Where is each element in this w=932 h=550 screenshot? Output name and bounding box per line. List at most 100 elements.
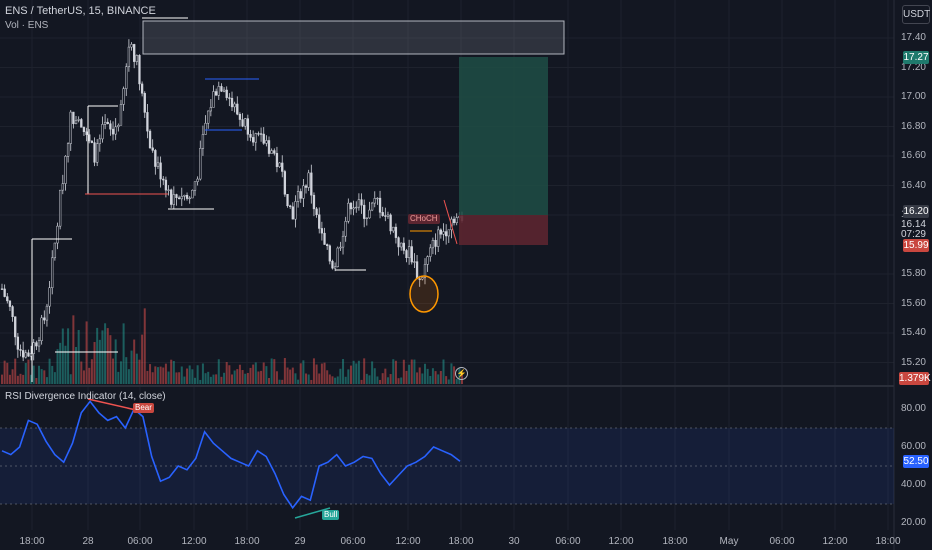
- candle-body: [222, 89, 226, 92]
- volume-bar: [16, 375, 19, 384]
- candle-body: [384, 215, 387, 217]
- time-tick: 30: [508, 536, 520, 547]
- volume-bar: [191, 369, 194, 384]
- volume-bar: [352, 360, 355, 384]
- price-tick: 15.20: [900, 356, 926, 368]
- time-tick: 06:00: [127, 536, 153, 547]
- current-price-tag: 16.20: [903, 205, 929, 218]
- volume-bar: [431, 368, 434, 384]
- candle-body: [312, 194, 316, 210]
- candle-body: [101, 124, 104, 140]
- candle-body: [296, 191, 300, 202]
- candle-body: [225, 89, 228, 98]
- volume-bar: [82, 370, 85, 384]
- currency-button[interactable]: USDT: [902, 5, 930, 24]
- candle-body: [0, 288, 4, 290]
- volume-bar: [405, 370, 408, 384]
- candle-body: [302, 185, 305, 199]
- volume-bar: [149, 364, 152, 384]
- candle-body: [426, 256, 429, 265]
- volume-bar: [381, 373, 384, 384]
- candle-body: [74, 120, 78, 124]
- price-tick: 15.80: [900, 268, 926, 279]
- time-tick: 12:00: [395, 536, 421, 547]
- candle-body: [355, 206, 358, 209]
- volume-bar: [413, 359, 416, 384]
- volume-label[interactable]: Vol · ENS: [5, 20, 49, 31]
- candle-body: [241, 119, 244, 127]
- volume-bar: [225, 362, 228, 384]
- candle-body: [148, 130, 152, 149]
- time-tick: 18:00: [875, 536, 901, 547]
- candle-body: [77, 119, 80, 121]
- candle-body: [275, 153, 279, 167]
- candle-body: [283, 171, 287, 195]
- candle-body: [167, 189, 170, 191]
- volume-bar: [246, 372, 249, 384]
- volume-bar: [64, 345, 67, 384]
- lightning-icon[interactable]: ⚡: [455, 367, 468, 380]
- volume-bar: [379, 379, 382, 384]
- candle-body: [196, 178, 199, 182]
- bear-label: Bear: [133, 403, 154, 413]
- candle-body: [24, 352, 27, 358]
- candle-body: [310, 172, 313, 196]
- candle-body: [3, 288, 6, 297]
- price-tick: 16.40: [900, 179, 926, 191]
- candle-body: [93, 142, 96, 163]
- candle-body: [400, 242, 403, 248]
- candle-body: [259, 133, 263, 135]
- volume-bar: [439, 370, 442, 384]
- volume-bar: [244, 373, 247, 384]
- volume-bar: [334, 377, 337, 384]
- volume-bar: [297, 379, 300, 384]
- supply-zone[interactable]: [142, 20, 565, 55]
- candle-body: [291, 206, 294, 220]
- candle-body: [434, 240, 437, 247]
- candle-body: [212, 91, 215, 108]
- candle-body: [214, 91, 218, 96]
- target-zone[interactable]: [459, 57, 548, 215]
- candle-body: [423, 264, 427, 278]
- volume-bar: [61, 328, 64, 384]
- candle-body: [381, 212, 384, 216]
- candle-body: [85, 131, 88, 135]
- volume-bar: [410, 359, 413, 384]
- volume-bar: [249, 367, 252, 384]
- symbol-title[interactable]: ENS / TetherUS, 15, BINANCE: [5, 5, 156, 17]
- candle-body: [209, 107, 213, 112]
- volume-bar: [233, 370, 236, 384]
- time-tick: 06:00: [555, 536, 581, 547]
- volume-bar: [257, 371, 260, 384]
- volume-bar: [133, 339, 136, 384]
- volume-bar: [320, 363, 323, 384]
- rsi-title[interactable]: RSI Divergence Indicator (14, close): [5, 391, 166, 402]
- candle-body: [442, 231, 445, 235]
- volume-bar: [114, 339, 117, 384]
- candle-body: [64, 156, 67, 184]
- candle-body: [437, 229, 440, 247]
- candle-body: [193, 181, 197, 191]
- liquidity-sweep-circle[interactable]: [409, 275, 439, 313]
- stop-zone[interactable]: [459, 215, 548, 245]
- volume-bar: [196, 365, 199, 384]
- volume-bar: [143, 308, 146, 384]
- candle-body: [233, 103, 236, 108]
- volume-bar: [43, 370, 46, 384]
- volume-bar: [67, 328, 70, 384]
- candle-body: [289, 205, 292, 207]
- volume-bar: [30, 374, 33, 384]
- candle-body: [251, 137, 255, 143]
- candle-body: [344, 221, 347, 237]
- candle-body: [455, 217, 458, 224]
- volume-bar: [291, 367, 294, 384]
- candle-body: [413, 261, 416, 263]
- candle-body: [199, 148, 202, 180]
- volume-bar: [260, 370, 263, 384]
- volume-bar: [93, 342, 96, 384]
- volume-bar: [188, 365, 191, 384]
- candle-body: [40, 317, 43, 342]
- volume-bar: [262, 362, 265, 384]
- candle-body: [133, 44, 136, 62]
